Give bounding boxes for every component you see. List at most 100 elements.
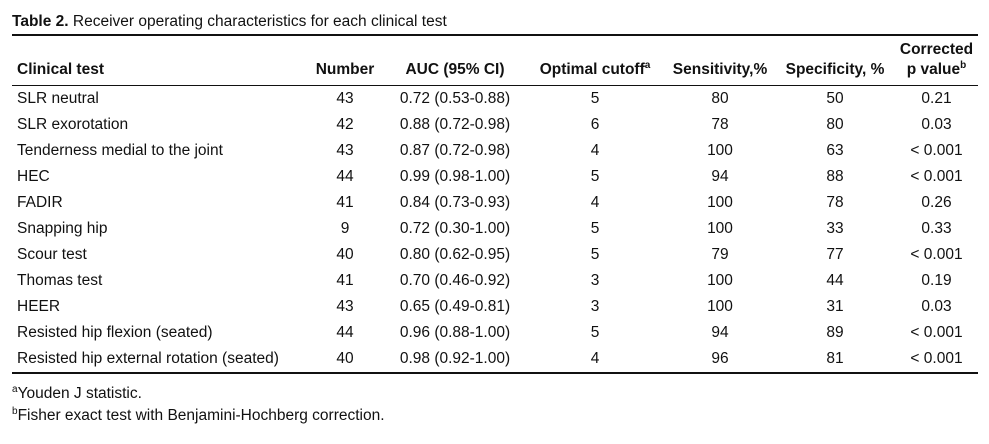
header-clinical-test: Clinical test	[17, 61, 104, 78]
cell-optimal-cutoff: 5	[590, 90, 600, 107]
cell-optimal-cutoff: 6	[590, 116, 600, 133]
cell-number: 43	[336, 298, 354, 315]
cell-number: 42	[336, 116, 354, 133]
cell-corrected-p: 0.26	[921, 194, 952, 211]
footnote-a: aYouden J statistic.	[12, 383, 978, 405]
footnote-b-mark: b	[12, 405, 18, 417]
cell-corrected-p: < 0.001	[910, 142, 963, 159]
table-row: Thomas test 41 0.70 (0.46-0.92) 3 100 44 0.19	[12, 268, 978, 294]
cell-number: 9	[340, 220, 350, 237]
footnote-b: bFisher exact test with Benjamini-Hochbe…	[12, 405, 978, 427]
table-caption: Table 2. Receiver operating characterist…	[12, 12, 978, 34]
cell-optimal-cutoff: 5	[590, 324, 600, 341]
cell-clinical-test: SLR neutral	[17, 90, 99, 107]
cell-corrected-p: < 0.001	[910, 168, 963, 185]
header-specificity: Specificity, %	[785, 61, 885, 78]
header-auc: AUC (95% CI)	[405, 61, 505, 78]
table-row: HEC 44 0.99 (0.98-1.00) 5 94 88 < 0.001	[12, 164, 978, 190]
header-corrected-line2-wrap: p valueb	[899, 60, 974, 80]
cell-specificity: 77	[826, 246, 844, 263]
cell-auc: 0.87 (0.72-0.98)	[399, 142, 511, 159]
footnote-ref-b: b	[960, 59, 967, 71]
cell-sensitivity: 96	[711, 350, 729, 367]
cell-corrected-p: 0.19	[921, 272, 952, 289]
cell-specificity: 89	[826, 324, 844, 341]
table-caption-text: Receiver operating characteristics for e…	[68, 13, 447, 30]
cell-clinical-test: Tenderness medial to the joint	[17, 142, 223, 159]
table-row: Scour test 40 0.80 (0.62-0.95) 5 79 77 < 0.001	[12, 242, 978, 268]
cell-sensitivity: 100	[707, 272, 733, 289]
cell-specificity: 78	[826, 194, 844, 211]
cell-auc: 0.70 (0.46-0.92)	[399, 272, 511, 289]
cell-specificity: 33	[826, 220, 844, 237]
cell-optimal-cutoff: 5	[590, 246, 600, 263]
cell-clinical-test: Snapping hip	[17, 220, 108, 237]
table-row: Tenderness medial to the joint 43 0.87 (0.…	[12, 138, 978, 164]
cell-specificity: 80	[826, 116, 844, 133]
cell-corrected-p: 0.03	[921, 116, 952, 133]
cell-optimal-cutoff: 3	[590, 298, 600, 315]
cell-clinical-test: Thomas test	[17, 272, 103, 289]
cell-auc: 0.80 (0.62-0.95)	[399, 246, 511, 263]
header-optimal-cutoff-label: Optimal cutoff	[539, 61, 645, 78]
cell-sensitivity: 94	[711, 324, 729, 341]
cell-clinical-test: FADIR	[17, 194, 63, 211]
cell-specificity: 31	[826, 298, 844, 315]
cell-number: 41	[336, 272, 354, 289]
table-body: SLR neutral 43 0.72 (0.53-0.88) 5 80 50 0.21 SL…	[12, 86, 978, 372]
cell-corrected-p: < 0.001	[910, 350, 963, 367]
cell-corrected-p: 0.21	[921, 90, 952, 107]
bottom-rule	[12, 372, 978, 374]
header-corrected-line2: p value	[906, 61, 961, 78]
table-row: Resisted hip external rotation (seated) 4…	[12, 346, 978, 372]
header-row: Clinical test Number AUC (95% CI) Optima…	[12, 36, 978, 85]
cell-number: 41	[336, 194, 354, 211]
table-row: FADIR 41 0.84 (0.73-0.93) 4 100 78 0.26	[12, 190, 978, 216]
header-sensitivity: Sensitivity,%	[672, 61, 768, 78]
cell-auc: 0.98 (0.92-1.00)	[399, 350, 511, 367]
cell-auc: 0.65 (0.49-0.81)	[399, 298, 511, 315]
header-corrected-p: Corrected p valueb	[895, 36, 978, 85]
cell-number: 40	[336, 246, 354, 263]
cell-optimal-cutoff: 4	[590, 350, 600, 367]
cell-clinical-test: HEC	[17, 168, 50, 185]
cell-clinical-test: Scour test	[17, 246, 87, 263]
footnote-ref-a: a	[644, 59, 651, 71]
cell-number: 44	[336, 168, 354, 185]
table-row: Snapping hip 9 0.72 (0.30-1.00) 5 100 33 0.33	[12, 216, 978, 242]
top-rule	[12, 34, 978, 36]
cell-number: 43	[336, 142, 354, 159]
cell-sensitivity: 79	[711, 246, 729, 263]
footnote-a-mark: a	[12, 383, 18, 395]
cell-sensitivity: 100	[707, 194, 733, 211]
cell-sensitivity: 78	[711, 116, 729, 133]
footnote-b-text: Fisher exact test with Benjamini-Hochber…	[17, 407, 385, 424]
cell-specificity: 44	[826, 272, 844, 289]
footnotes: aYouden J statistic. bFisher exact test …	[12, 383, 978, 427]
cell-auc: 0.96 (0.88-1.00)	[399, 324, 511, 341]
cell-corrected-p: < 0.001	[910, 246, 963, 263]
cell-sensitivity: 100	[707, 298, 733, 315]
header-rule	[12, 85, 978, 86]
cell-auc: 0.84 (0.73-0.93)	[399, 194, 511, 211]
roc-table: Clinical test Number AUC (95% CI) Optima…	[12, 36, 978, 372]
cell-sensitivity: 94	[711, 168, 729, 185]
cell-specificity: 63	[826, 142, 844, 159]
cell-number: 40	[336, 350, 354, 367]
cell-auc: 0.88 (0.72-0.98)	[399, 116, 511, 133]
cell-corrected-p: 0.03	[921, 298, 952, 315]
cell-clinical-test: SLR exorotation	[17, 116, 129, 133]
footnote-a-text: Youden J statistic.	[17, 385, 142, 402]
cell-clinical-test: Resisted hip external rotation (seated)	[17, 350, 279, 367]
table-row: HEER 43 0.65 (0.49-0.81) 3 100 31 0.03	[12, 294, 978, 320]
table-row: Resisted hip flexion (seated) 44 0.96 (0.8…	[12, 320, 978, 346]
cell-sensitivity: 80	[711, 90, 729, 107]
header-number: Number	[315, 61, 375, 78]
cell-optimal-cutoff: 4	[590, 142, 600, 159]
table-row: SLR exorotation 42 0.88 (0.72-0.98) 6 78 80 0.…	[12, 112, 978, 138]
cell-specificity: 81	[826, 350, 844, 367]
table-row: SLR neutral 43 0.72 (0.53-0.88) 5 80 50 0.21	[12, 86, 978, 112]
cell-optimal-cutoff: 5	[590, 168, 600, 185]
cell-auc: 0.72 (0.53-0.88)	[399, 90, 511, 107]
cell-auc: 0.99 (0.98-1.00)	[399, 168, 511, 185]
